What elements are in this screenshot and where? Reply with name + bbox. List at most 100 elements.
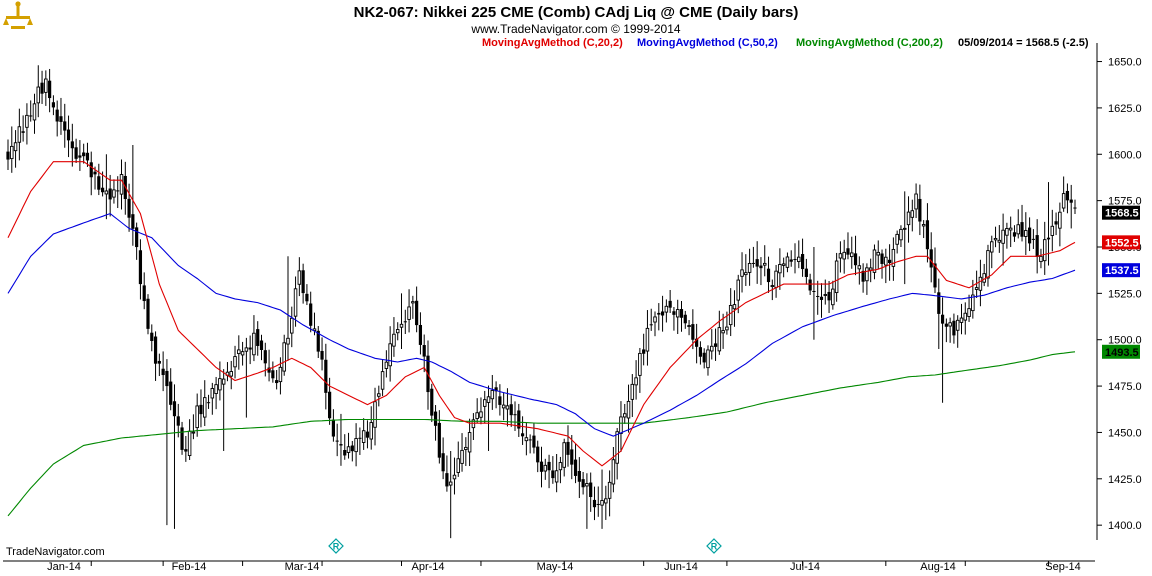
price-bar bbox=[55, 100, 59, 137]
price-bar bbox=[293, 276, 298, 327]
bar-body-down bbox=[532, 435, 536, 448]
bar-body-up bbox=[865, 267, 869, 282]
price-bar bbox=[933, 247, 937, 294]
bar-body-up bbox=[244, 347, 249, 352]
bar-body-down bbox=[74, 147, 78, 159]
bar-body-up bbox=[1024, 230, 1028, 237]
bar-body-down bbox=[331, 419, 335, 437]
bar-body-down bbox=[1073, 207, 1077, 209]
price-bar bbox=[600, 469, 604, 529]
price-bar bbox=[365, 420, 370, 449]
bar-body-down bbox=[97, 176, 101, 190]
price-bar bbox=[309, 291, 313, 333]
bar-body-down bbox=[880, 253, 884, 264]
price-bar bbox=[1046, 182, 1051, 266]
bar-body-up bbox=[369, 422, 373, 440]
price-bar bbox=[702, 348, 706, 369]
price-bar bbox=[1065, 183, 1070, 214]
price-tag: 1568.5 bbox=[1102, 205, 1140, 220]
bar-body-up bbox=[955, 319, 960, 331]
price-bar bbox=[1054, 212, 1058, 236]
svg-text:R: R bbox=[333, 542, 340, 552]
price-bar bbox=[766, 256, 771, 293]
price-bar bbox=[275, 370, 279, 390]
bar-body-up bbox=[638, 352, 642, 376]
bar-body-up bbox=[452, 474, 457, 480]
r-marker-icon[interactable]: R bbox=[328, 538, 344, 554]
x-tick-label: May-14 bbox=[537, 561, 574, 573]
bar-body-down bbox=[566, 441, 570, 455]
bar-body-down bbox=[403, 321, 407, 323]
bar-body-up bbox=[479, 411, 483, 418]
bar-body-up bbox=[13, 142, 18, 152]
bar-body-up bbox=[392, 333, 396, 347]
bar-body-up bbox=[997, 239, 1002, 243]
price-tag-label: 1493.5 bbox=[1105, 347, 1139, 359]
price-tag-box bbox=[1102, 235, 1140, 250]
bar-body-down bbox=[150, 332, 154, 341]
bar-body-up bbox=[732, 304, 737, 310]
price-bar bbox=[747, 248, 752, 286]
price-bar bbox=[778, 248, 782, 290]
bar-body-up bbox=[286, 337, 290, 345]
price-bar bbox=[482, 390, 487, 424]
bar-body-down bbox=[157, 360, 161, 364]
bar-body-up bbox=[774, 270, 778, 288]
price-bar bbox=[1069, 184, 1073, 229]
bar-body-down bbox=[339, 444, 343, 446]
price-bar bbox=[10, 126, 14, 173]
price-bar bbox=[1042, 221, 1047, 275]
price-bar bbox=[460, 433, 464, 472]
price-bar bbox=[395, 322, 400, 341]
price-tag-label: 1552.5 bbox=[1105, 237, 1139, 249]
price-bar bbox=[566, 425, 570, 467]
bar-body-up bbox=[744, 272, 748, 276]
price-bar bbox=[259, 334, 264, 361]
price-bar bbox=[993, 226, 998, 248]
price-bar bbox=[713, 328, 718, 361]
bar-body-up bbox=[297, 270, 302, 285]
price-bar bbox=[683, 310, 687, 329]
bar-body-up bbox=[290, 317, 294, 334]
bar-body-up bbox=[687, 325, 691, 327]
price-bar bbox=[464, 437, 468, 466]
bar-body-down bbox=[804, 268, 808, 277]
bar-body-up bbox=[240, 351, 245, 356]
bar-body-down bbox=[513, 414, 517, 416]
price-bar bbox=[21, 115, 25, 142]
bar-body-down bbox=[1069, 199, 1073, 203]
bar-body-down bbox=[131, 214, 135, 229]
bar-body-up bbox=[354, 438, 358, 453]
bar-body-down bbox=[21, 131, 25, 133]
price-bar bbox=[850, 236, 854, 269]
bar-body-down bbox=[536, 446, 540, 463]
bar-body-up bbox=[384, 361, 389, 369]
bar-body-down bbox=[759, 265, 763, 269]
bar-body-up bbox=[967, 308, 971, 317]
price-bar bbox=[206, 394, 211, 409]
bar-body-down bbox=[751, 262, 755, 264]
price-bar bbox=[131, 144, 135, 246]
price-bar bbox=[577, 457, 581, 499]
x-tick-label: Sep-14 bbox=[1045, 561, 1080, 573]
price-bar bbox=[452, 457, 457, 495]
bar-body-up bbox=[914, 193, 918, 210]
price-bar bbox=[793, 243, 797, 274]
bar-body-up bbox=[899, 228, 903, 241]
bar-body-down bbox=[528, 439, 532, 441]
bar-body-up bbox=[978, 276, 983, 291]
r-marker-icon[interactable]: R bbox=[706, 538, 722, 554]
price-bar bbox=[180, 421, 184, 455]
bar-body-down bbox=[441, 453, 445, 472]
bar-body-down bbox=[180, 427, 184, 450]
price-bar bbox=[679, 300, 684, 332]
price-bar bbox=[551, 456, 555, 484]
price-bar bbox=[256, 321, 260, 356]
bar-body-up bbox=[778, 264, 782, 274]
x-tick-label: Aug-14 bbox=[920, 561, 955, 573]
bar-body-down bbox=[517, 410, 521, 429]
bar-body-down bbox=[40, 82, 44, 94]
price-bar bbox=[199, 389, 203, 428]
price-tags: 1568.5 1552.5 1537.5 1493.5 bbox=[1102, 205, 1140, 359]
price-bar bbox=[316, 326, 320, 358]
